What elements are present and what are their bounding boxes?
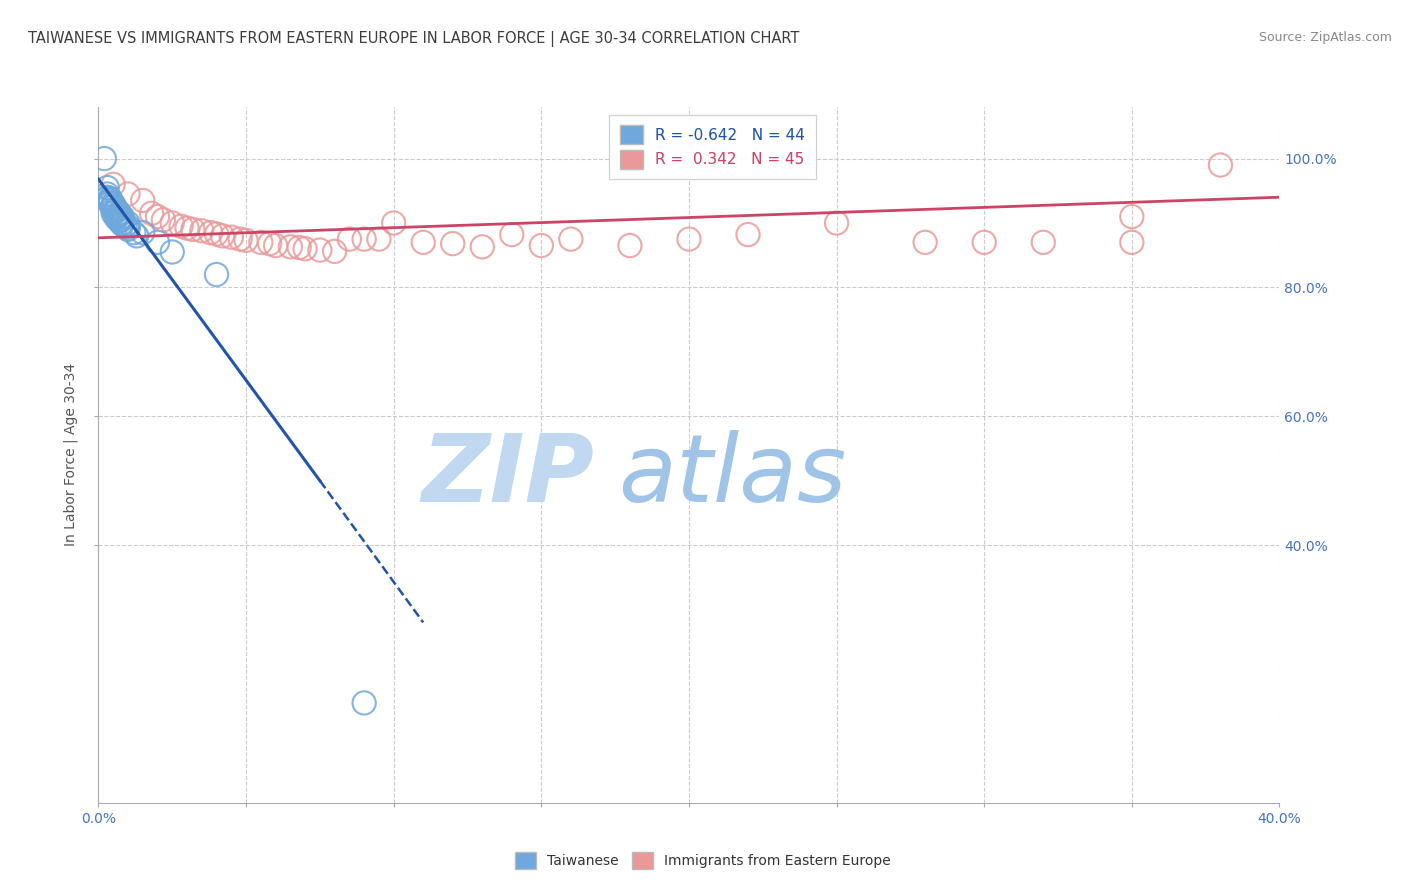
Point xyxy=(278,240,302,254)
Point xyxy=(501,227,523,242)
Point xyxy=(294,242,316,256)
Point xyxy=(117,219,139,234)
Point xyxy=(105,210,128,224)
Point xyxy=(111,212,134,227)
Point xyxy=(235,233,257,247)
Point xyxy=(111,211,134,225)
Point xyxy=(103,206,125,220)
Point xyxy=(103,203,125,218)
Point xyxy=(353,696,375,710)
Point xyxy=(98,195,121,210)
Point xyxy=(205,227,228,241)
Text: ZIP: ZIP xyxy=(422,430,595,522)
Point xyxy=(152,212,174,227)
Point xyxy=(914,235,936,250)
Point xyxy=(825,216,848,230)
Text: TAIWANESE VS IMMIGRANTS FROM EASTERN EUROPE IN LABOR FORCE | AGE 30-34 CORRELATI: TAIWANESE VS IMMIGRANTS FROM EASTERN EUR… xyxy=(28,31,800,47)
Point xyxy=(368,232,391,246)
Text: atlas: atlas xyxy=(619,430,846,521)
Point xyxy=(105,211,128,225)
Point xyxy=(96,180,118,194)
Point xyxy=(678,232,700,246)
Point xyxy=(211,228,233,243)
Point xyxy=(93,152,115,166)
Point xyxy=(103,198,125,212)
Point xyxy=(103,200,125,214)
Point xyxy=(471,240,494,254)
Point xyxy=(103,196,125,211)
Point xyxy=(181,222,204,236)
Point xyxy=(1121,210,1143,224)
Point xyxy=(191,224,214,238)
Point xyxy=(105,203,128,218)
Point xyxy=(98,194,121,208)
Point xyxy=(114,219,136,234)
Point xyxy=(103,178,125,192)
Point xyxy=(441,236,464,251)
Point xyxy=(170,219,193,234)
Point xyxy=(108,208,131,222)
Point xyxy=(98,194,121,208)
Point xyxy=(111,210,134,224)
Point xyxy=(1209,158,1232,172)
Point xyxy=(105,202,128,216)
Point xyxy=(96,192,118,206)
Point xyxy=(339,232,360,246)
Point xyxy=(117,221,139,235)
Point xyxy=(288,240,311,254)
Point xyxy=(98,196,121,211)
Point xyxy=(323,244,346,259)
Y-axis label: In Labor Force | Age 30-34: In Labor Force | Age 30-34 xyxy=(63,363,79,547)
Point xyxy=(973,235,995,250)
Point xyxy=(122,226,145,240)
Point xyxy=(146,235,169,250)
Point xyxy=(264,238,287,252)
Point xyxy=(96,187,118,202)
Point xyxy=(108,214,131,228)
Point xyxy=(229,232,252,246)
Point xyxy=(132,194,155,208)
Point xyxy=(1032,235,1054,250)
Point xyxy=(105,208,128,222)
Point xyxy=(205,268,228,282)
Text: Source: ZipAtlas.com: Source: ZipAtlas.com xyxy=(1258,31,1392,45)
Point xyxy=(117,216,139,230)
Point xyxy=(162,244,183,259)
Point xyxy=(382,216,405,230)
Point xyxy=(98,192,121,206)
Point xyxy=(111,216,134,230)
Point xyxy=(259,236,281,251)
Point xyxy=(200,226,222,240)
Legend: Taiwanese, Immigrants from Eastern Europe: Taiwanese, Immigrants from Eastern Europ… xyxy=(508,846,898,876)
Point xyxy=(111,217,134,231)
Point xyxy=(176,221,198,235)
Point xyxy=(125,228,148,243)
Point xyxy=(117,222,139,236)
Point xyxy=(309,243,332,257)
Point xyxy=(117,187,139,202)
Point xyxy=(162,216,183,230)
Point xyxy=(530,238,553,252)
Point xyxy=(132,226,155,240)
Point xyxy=(146,210,169,224)
Point xyxy=(353,232,375,246)
Point xyxy=(105,204,128,219)
Legend: R = -0.642   N = 44, R =  0.342   N = 45: R = -0.642 N = 44, R = 0.342 N = 45 xyxy=(609,115,815,179)
Point xyxy=(737,227,759,242)
Point xyxy=(108,212,131,227)
Point xyxy=(96,190,118,204)
Point xyxy=(108,205,131,219)
Point xyxy=(250,235,273,250)
Point xyxy=(219,230,242,244)
Point xyxy=(103,200,125,214)
Point xyxy=(560,232,582,246)
Point xyxy=(619,238,641,252)
Point xyxy=(1121,235,1143,250)
Point xyxy=(141,206,163,220)
Point xyxy=(108,206,131,220)
Point xyxy=(412,235,434,250)
